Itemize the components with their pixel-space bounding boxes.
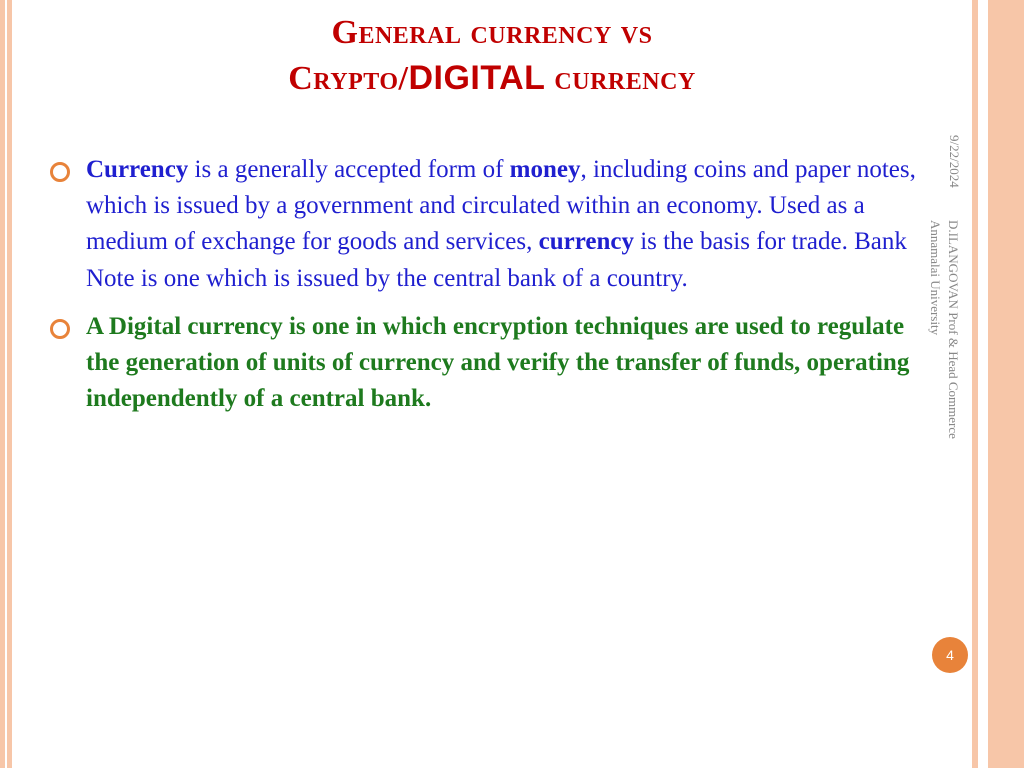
- bullet-item-digital: A Digital currency is one in which encry…: [50, 309, 934, 418]
- page-number: 4: [946, 647, 954, 663]
- title-line2-post: currency: [545, 60, 695, 97]
- title-line2-pre: Crypto/: [288, 60, 408, 97]
- page-number-badge: 4: [932, 637, 968, 673]
- title-line1: General currency vs: [332, 14, 653, 51]
- slide-date: 9/22/2024: [946, 135, 962, 188]
- slide-content: General currency vs Crypto/DIGITAL curre…: [50, 10, 934, 748]
- right-border-decoration: [972, 0, 1024, 768]
- left-border-decoration: [0, 0, 12, 768]
- title-digital: DIGITAL: [408, 59, 545, 97]
- slide-title: General currency vs Crypto/DIGITAL curre…: [50, 10, 934, 102]
- slide-author: D.ILANGOVAN Prof & Head Commerce Annamal…: [926, 220, 962, 439]
- bullet-item-currency: Currency is a generally accepted form of…: [50, 152, 934, 297]
- bullet-list: Currency is a generally accepted form of…: [50, 152, 934, 418]
